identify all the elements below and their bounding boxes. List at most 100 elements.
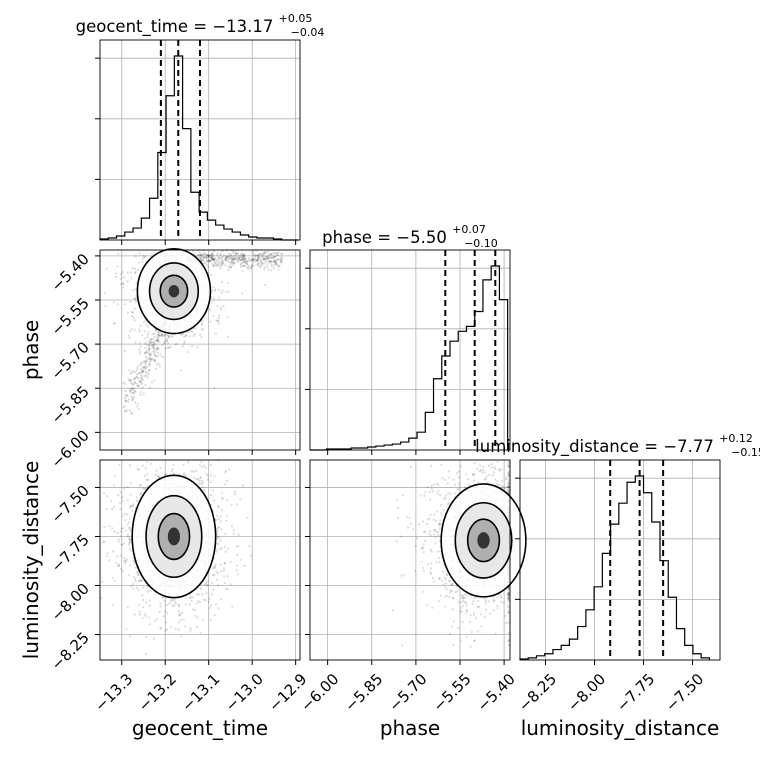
sample-point: [507, 484, 510, 488]
sample-point: [129, 482, 132, 485]
sample-point: [451, 608, 454, 611]
sample-point: [200, 323, 203, 327]
sample-point: [112, 301, 116, 304]
sample-point: [465, 604, 468, 607]
sample-point: [214, 288, 217, 291]
sample-point: [500, 595, 503, 598]
sample-point: [507, 489, 510, 492]
sample-point: [469, 645, 472, 648]
sample-point: [150, 343, 153, 347]
sample-point: [256, 259, 259, 262]
sample-point: [507, 483, 510, 486]
sample-point: [143, 474, 146, 477]
sample-point: [448, 596, 451, 599]
sample-point: [270, 265, 274, 268]
sample-point: [142, 606, 145, 609]
sample-point: [476, 605, 479, 608]
sample-point: [133, 377, 137, 380]
sample-point: [426, 485, 429, 488]
sample-point: [430, 484, 433, 487]
ytick-label-luminosity_distance: −8.00: [48, 580, 93, 625]
sample-point: [219, 306, 222, 309]
sample-point: [128, 336, 131, 340]
sample-point: [274, 263, 277, 266]
sample-point: [266, 257, 270, 260]
sample-point: [396, 498, 399, 501]
sample-point: [228, 254, 231, 257]
sample-point: [108, 525, 111, 528]
sample-point: [438, 600, 441, 603]
sample-point: [142, 392, 145, 395]
sample-point: [273, 263, 276, 266]
sample-point: [162, 334, 165, 337]
sample-point: [138, 364, 141, 367]
sample-point: [422, 530, 425, 533]
sample-point: [254, 254, 257, 258]
sample-point: [138, 579, 141, 583]
sample-point: [409, 522, 412, 525]
sample-point: [237, 545, 240, 548]
sample-point: [427, 532, 431, 535]
sample-point: [148, 339, 151, 342]
sample-point: [215, 264, 218, 268]
sample-point: [507, 599, 510, 603]
sample-point: [472, 473, 475, 476]
sample-point: [423, 494, 426, 497]
sample-point: [198, 463, 201, 466]
sample-point: [161, 343, 164, 346]
sample-point: [128, 537, 131, 540]
sample-point: [438, 523, 441, 526]
sample-point: [135, 571, 138, 574]
sample-point: [163, 473, 167, 477]
sample-point: [471, 602, 474, 606]
sample-point: [154, 473, 158, 476]
sample-point: [238, 258, 241, 261]
sample-point: [500, 480, 503, 483]
sample-point: [144, 362, 148, 366]
sample-point: [216, 504, 220, 507]
sample-point: [217, 322, 220, 325]
sample-point: [256, 258, 259, 261]
sample-point: [154, 354, 157, 357]
sample-point: [420, 547, 423, 550]
sample-point: [130, 388, 133, 391]
sample-point: [143, 320, 146, 323]
sample-point: [157, 340, 160, 343]
sample-point: [496, 483, 499, 486]
sample-point: [507, 606, 510, 609]
sample-point: [216, 252, 219, 255]
sample-point: [145, 357, 148, 360]
sample-point: [134, 341, 137, 344]
sample-point: [241, 258, 244, 261]
sample-point: [156, 339, 159, 342]
sample-point: [507, 597, 510, 600]
sample-point: [465, 609, 468, 612]
sample-point: [231, 256, 234, 259]
sample-point: [162, 356, 165, 359]
sample-point: [213, 261, 216, 264]
sample-point: [277, 251, 280, 254]
density-region: [477, 532, 490, 549]
sample-point: [145, 478, 148, 482]
sample-point: [206, 257, 209, 260]
sample-point: [144, 360, 148, 363]
sample-point: [242, 264, 245, 267]
sample-point: [421, 547, 424, 550]
sample-point: [216, 319, 219, 322]
sample-point: [152, 358, 155, 361]
sample-point: [106, 552, 109, 555]
sample-point: [463, 486, 466, 489]
sample-point: [129, 529, 132, 532]
sample-point: [210, 256, 213, 259]
sample-point: [164, 610, 167, 613]
sample-point: [153, 359, 156, 362]
sample-point: [279, 259, 282, 262]
sample-point: [215, 263, 218, 266]
sample-point: [246, 266, 249, 269]
sample-point: [145, 652, 148, 656]
sample-point: [122, 282, 125, 285]
sample-point: [459, 606, 462, 609]
sample-point: [226, 575, 229, 578]
sample-point: [211, 254, 214, 257]
sample-point: [128, 548, 132, 551]
